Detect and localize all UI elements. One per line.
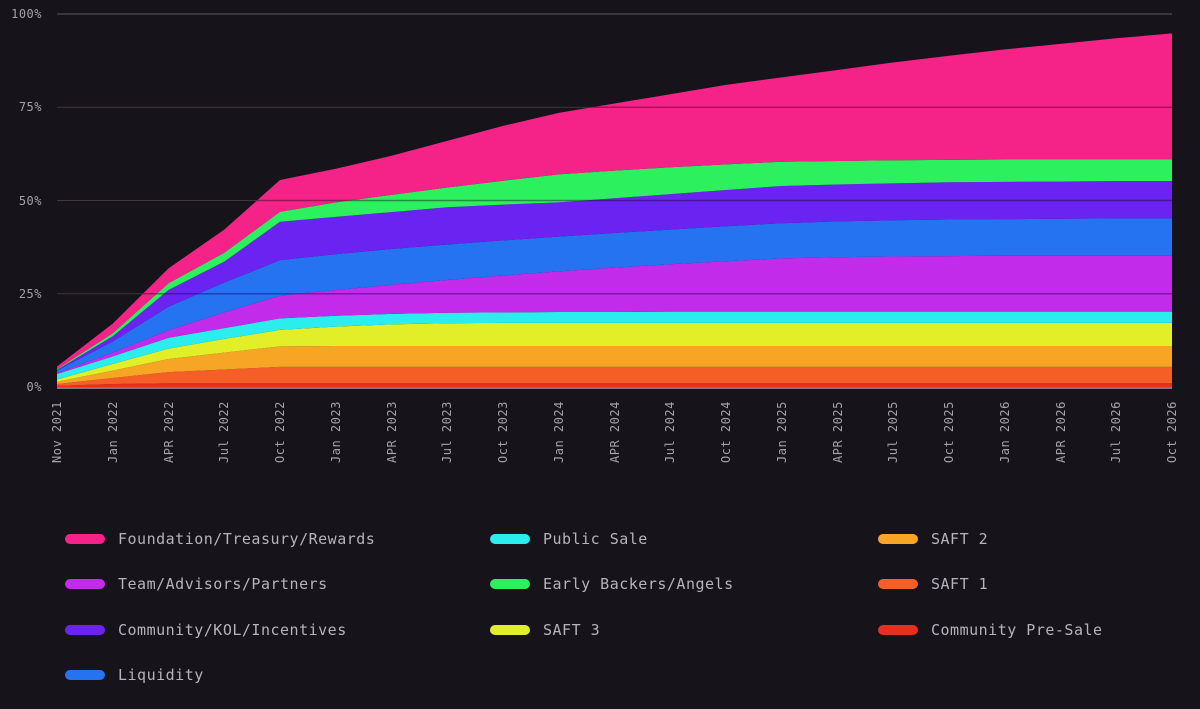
legend-label-saft-1: SAFT 1 bbox=[931, 575, 989, 594]
legend-item-saft-3[interactable]: SAFT 3 bbox=[490, 607, 734, 653]
legend-swatch-community-kol-incentives bbox=[65, 624, 105, 635]
legend-label-liquidity: Liquidity bbox=[118, 666, 204, 685]
y-tick-label-75: 75% bbox=[18, 100, 42, 115]
legend-column-2: Public Sale Early Backers/Angels SAFT 3 bbox=[490, 516, 734, 653]
legend-item-saft-1[interactable]: SAFT 1 bbox=[878, 562, 1103, 608]
legend-swatch-foundation-treasury-rewards bbox=[65, 533, 105, 544]
legend-swatch-saft-2 bbox=[878, 533, 918, 544]
legend-item-saft-2[interactable]: SAFT 2 bbox=[878, 516, 1103, 562]
x-tick-label: Jul 2022 bbox=[217, 401, 232, 463]
legend-item-community-pre-sale[interactable]: Community Pre-Sale bbox=[878, 607, 1103, 653]
chart-legend: Foundation/Treasury/Rewards Team/Advisors… bbox=[0, 516, 1200, 709]
area-series-saft-3 bbox=[57, 322, 1172, 382]
area-series-early-backers-angels bbox=[57, 159, 1172, 370]
x-tick-label: Jan 2022 bbox=[105, 401, 120, 463]
x-tick-label: Nov 2021 bbox=[50, 401, 64, 463]
legend-swatch-saft-1 bbox=[878, 579, 918, 590]
y-tick-label-50: 50% bbox=[18, 193, 42, 208]
legend-item-foundation-treasury-rewards[interactable]: Foundation/Treasury/Rewards bbox=[65, 516, 375, 562]
x-tick-label: APR 2025 bbox=[830, 401, 845, 463]
y-tick-label-25: 25% bbox=[18, 286, 42, 301]
x-tick-label: APR 2022 bbox=[161, 401, 176, 463]
x-tick-label: Jul 2023 bbox=[440, 401, 455, 463]
legend-swatch-community-pre-sale bbox=[878, 624, 918, 635]
x-tick-label: Jan 2024 bbox=[551, 401, 566, 463]
legend-label-public-sale: Public Sale bbox=[543, 529, 648, 548]
chart-canvas bbox=[57, 13, 1172, 389]
y-tick-label-0: 0% bbox=[26, 380, 42, 394]
area-series-liquidity bbox=[57, 218, 1172, 373]
legend-item-liquidity[interactable]: Liquidity bbox=[65, 653, 375, 699]
legend-label-community-pre-sale: Community Pre-Sale bbox=[931, 620, 1103, 639]
area-series-foundation-treasury-rewards bbox=[57, 33, 1172, 370]
x-tick-label: Oct 2023 bbox=[496, 401, 510, 463]
legend-column-3: SAFT 2 SAFT 1 Community Pre-Sale bbox=[878, 516, 1103, 653]
area-series-team-advisors-partners bbox=[57, 255, 1172, 374]
x-tick-label: Oct 2026 bbox=[1165, 401, 1179, 463]
x-tick-label: Jul 2024 bbox=[663, 401, 678, 463]
area-series-saft-2 bbox=[57, 345, 1172, 385]
legend-swatch-early-backers-angels bbox=[490, 579, 530, 590]
legend-column-1: Foundation/Treasury/Rewards Team/Advisors… bbox=[65, 516, 375, 698]
area-series-public-sale bbox=[57, 311, 1172, 380]
legend-item-public-sale[interactable]: Public Sale bbox=[490, 516, 734, 562]
legend-swatch-liquidity bbox=[65, 670, 105, 681]
legend-swatch-saft-3 bbox=[490, 624, 530, 635]
area-series-community-kol-incentives bbox=[57, 181, 1172, 371]
legend-item-early-backers-angels[interactable]: Early Backers/Angels bbox=[490, 562, 734, 608]
legend-label-team-advisors-partners: Team/Advisors/Partners bbox=[118, 575, 328, 594]
area-series-saft-1 bbox=[57, 366, 1172, 386]
legend-item-community-kol-incentives[interactable]: Community/KOL/Incentives bbox=[65, 607, 375, 653]
legend-swatch-team-advisors-partners bbox=[65, 579, 105, 590]
x-tick-label: Jul 2026 bbox=[1109, 401, 1124, 463]
x-tick-label: APR 2023 bbox=[384, 401, 399, 463]
legend-label-early-backers-angels: Early Backers/Angels bbox=[543, 575, 734, 594]
x-tick-label: Oct 2022 bbox=[273, 401, 287, 463]
legend-label-foundation-treasury-rewards: Foundation/Treasury/Rewards bbox=[118, 529, 376, 548]
x-tick-label: Jan 2026 bbox=[997, 401, 1012, 463]
area-series-community-pre-sale bbox=[57, 383, 1172, 387]
legend-swatch-public-sale bbox=[490, 533, 530, 544]
x-tick-label: Jul 2025 bbox=[886, 401, 901, 463]
x-tick-label: Jan 2023 bbox=[328, 401, 343, 463]
x-tick-label: Oct 2024 bbox=[719, 401, 733, 463]
legend-label-saft-2: SAFT 2 bbox=[931, 529, 989, 548]
legend-item-team-advisors-partners[interactable]: Team/Advisors/Partners bbox=[65, 562, 375, 608]
legend-label-community-kol-incentives: Community/KOL/Incentives bbox=[118, 620, 347, 639]
legend-label-saft-3: SAFT 3 bbox=[543, 620, 601, 639]
x-tick-label: APR 2024 bbox=[607, 401, 622, 463]
y-tick-label-100: 100% bbox=[11, 7, 42, 21]
x-tick-label: Jan 2025 bbox=[774, 401, 789, 463]
vesting-stacked-area-chart: 0% 25% 50% 75% 100% Nov 2021 Jan 2022 APR 2022… bbox=[11, 7, 1179, 463]
x-tick-label: Oct 2025 bbox=[942, 401, 956, 463]
x-tick-label: APR 2026 bbox=[1053, 401, 1068, 463]
